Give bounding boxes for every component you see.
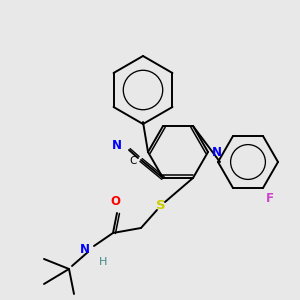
Text: C: C [130, 156, 137, 166]
Text: F: F [266, 192, 274, 205]
Text: H: H [99, 257, 107, 267]
Text: N: N [80, 244, 90, 256]
Text: N: N [112, 140, 122, 152]
Text: S: S [156, 200, 166, 212]
Text: N: N [212, 146, 222, 158]
Text: O: O [110, 195, 120, 208]
